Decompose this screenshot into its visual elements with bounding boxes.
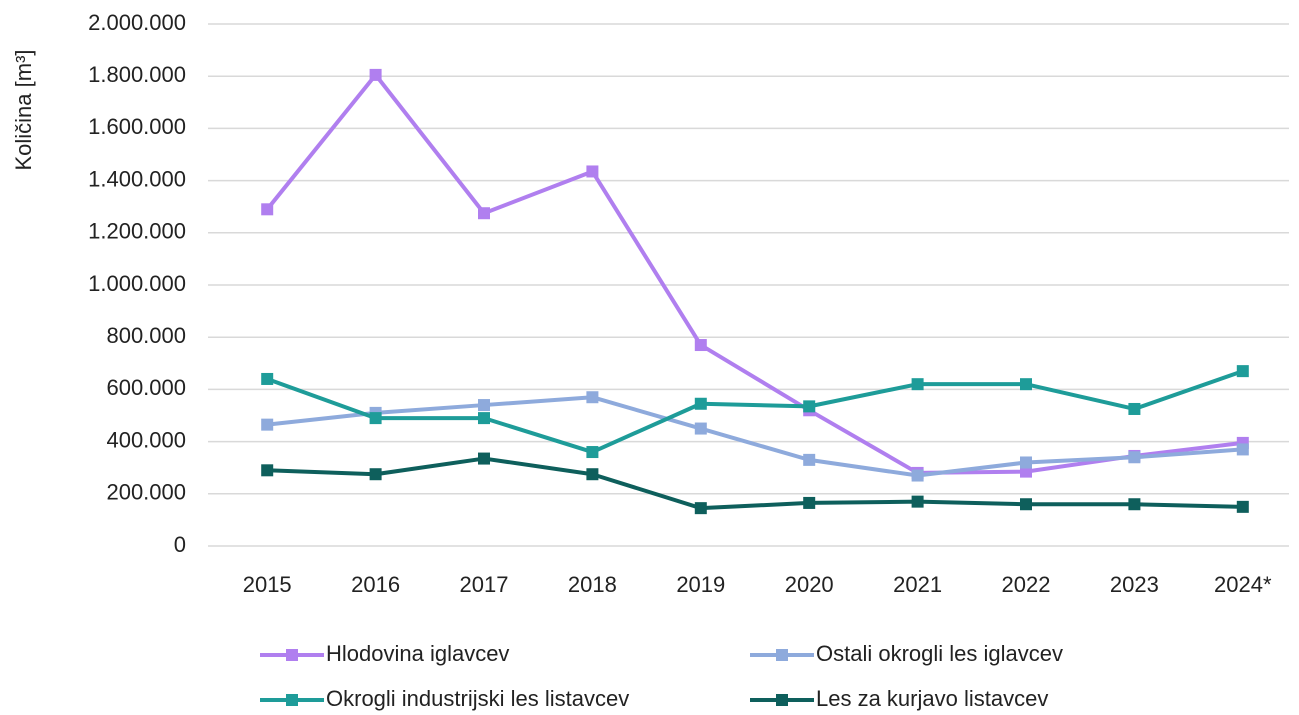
data-point — [261, 203, 274, 216]
series-line — [267, 456, 1243, 511]
data-point — [1128, 402, 1141, 415]
legend-marker — [286, 649, 298, 661]
y-tick-label: 2.000.000 — [88, 10, 186, 35]
legend-label: Hlodovina iglavcev — [326, 641, 509, 666]
y-tick-label: 1.600.000 — [88, 114, 186, 139]
y-tick-label: 1.200.000 — [88, 219, 186, 244]
x-tick-label: 2019 — [676, 572, 725, 597]
data-point — [803, 496, 816, 509]
y-tick-label: 200.000 — [106, 480, 186, 505]
data-point — [694, 502, 707, 515]
x-tick-label: 2023 — [1110, 572, 1159, 597]
data-point — [1020, 378, 1032, 391]
data-point — [478, 412, 490, 425]
x-tick-label: 2024* — [1214, 572, 1272, 597]
y-tick-label: 0 — [174, 532, 186, 557]
y-tick-label: 1.800.000 — [88, 62, 186, 87]
series-line — [266, 369, 1244, 455]
series-line — [265, 72, 1244, 475]
data-point — [1236, 500, 1249, 513]
y-axis-label: Količina [m³] — [11, 49, 36, 170]
data-point — [586, 165, 599, 178]
data-point — [1128, 498, 1141, 511]
legend-marker — [776, 694, 788, 706]
data-point — [261, 464, 274, 477]
data-point — [911, 469, 924, 482]
data-point — [478, 452, 490, 465]
data-point — [478, 399, 490, 412]
data-point — [369, 468, 382, 481]
x-tick-label: 2017 — [460, 572, 509, 597]
data-point — [261, 418, 274, 431]
data-point — [478, 207, 490, 220]
data-point — [1020, 498, 1032, 511]
y-tick-label: 600.000 — [106, 375, 186, 400]
data-point — [586, 468, 599, 481]
data-point — [369, 68, 382, 81]
data-point — [1020, 456, 1032, 469]
data-point — [911, 378, 924, 391]
y-tick-label: 800.000 — [106, 323, 186, 348]
x-tick-label: 2021 — [893, 572, 942, 597]
data-point — [586, 446, 599, 459]
legend-marker — [776, 649, 788, 661]
data-point — [369, 412, 382, 425]
legend-label: Ostali okrogli les iglavcev — [816, 641, 1063, 666]
x-tick-label: 2018 — [568, 572, 617, 597]
y-tick-label: 400.000 — [106, 427, 186, 452]
data-point — [803, 453, 816, 466]
data-point — [694, 422, 707, 435]
data-point — [803, 400, 816, 413]
legend-label: Okrogli industrijski les listavcev — [326, 686, 629, 711]
data-point — [911, 495, 924, 508]
data-point — [1236, 365, 1249, 378]
y-tick-label: 1.400.000 — [88, 166, 186, 191]
legend-label: Les za kurjavo listavcev — [816, 686, 1048, 711]
y-tick-label: 1.000.000 — [88, 271, 186, 296]
x-tick-label: 2015 — [243, 572, 292, 597]
data-point — [694, 397, 707, 410]
data-point — [586, 391, 599, 404]
data-point — [694, 339, 707, 352]
legend-marker — [286, 694, 298, 706]
x-tick-label: 2020 — [785, 572, 834, 597]
data-point — [1020, 465, 1032, 478]
data-point — [1128, 451, 1141, 464]
data-point — [261, 372, 274, 385]
data-point — [1236, 443, 1249, 456]
series-line — [266, 395, 1243, 478]
x-tick-label: 2016 — [351, 572, 400, 597]
x-tick-label: 2022 — [1002, 572, 1051, 597]
